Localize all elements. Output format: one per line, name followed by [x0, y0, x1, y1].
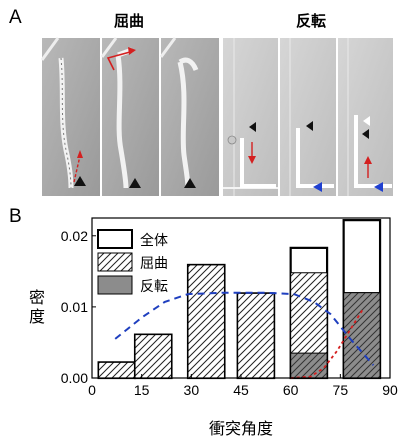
- bend-frame-1: [40, 37, 100, 196]
- bar-reverse-4: [290, 352, 328, 379]
- bend-title: 屈曲: [114, 12, 145, 30]
- reverse-frame-3: [338, 38, 393, 196]
- x-tick-label-4: 60: [283, 382, 299, 398]
- legend-label-reverse: 反転: [140, 279, 168, 295]
- y-tick-label-0: 0.00: [61, 370, 88, 386]
- bar-bend-3: [237, 292, 275, 379]
- curve-red: [290, 307, 365, 379]
- panel-b-label: B: [9, 206, 22, 227]
- reverse-title: 反転: [296, 12, 327, 30]
- y-axis-label: 密 度: [27, 288, 47, 326]
- legend-swatch-total: [97, 229, 133, 249]
- bar-bend-2: [187, 264, 225, 379]
- panel-a-label: A: [9, 7, 22, 28]
- bend-frame-3: [159, 37, 219, 196]
- legend: 全体 屈曲 反転: [97, 229, 168, 295]
- x-tick-label-3: 45: [233, 382, 249, 398]
- x-tick-label-1: 15: [134, 382, 150, 398]
- y-axis-label-line-2: 度: [28, 307, 45, 326]
- y-axis-label-line-1: 密: [28, 288, 45, 307]
- bar-reverse-5: [343, 292, 381, 379]
- y-tick-label-1: 0.01: [61, 299, 88, 315]
- legend-label-bend: 屈曲: [140, 256, 168, 272]
- curve-blue: [114, 291, 375, 366]
- x-tick-label-6: 90: [382, 382, 398, 398]
- reverse-frame-2: [280, 38, 336, 196]
- x-tick-label-0: 0: [88, 382, 96, 398]
- legend-swatch-bend: [97, 252, 133, 272]
- bend-frame-2: [100, 37, 159, 196]
- y-tick-label-2: 0.02: [61, 228, 88, 244]
- bar-bend-1: [134, 334, 172, 379]
- bar-bend-0: [98, 361, 136, 379]
- reverse-frame-1: [223, 38, 278, 196]
- legend-label-total: 全体: [140, 232, 168, 249]
- x-tick-label-5: 75: [333, 382, 349, 398]
- x-tick-label-2: 30: [184, 382, 200, 398]
- legend-swatch-reverse: [97, 275, 133, 295]
- x-axis-label: 衝突角度: [209, 419, 273, 438]
